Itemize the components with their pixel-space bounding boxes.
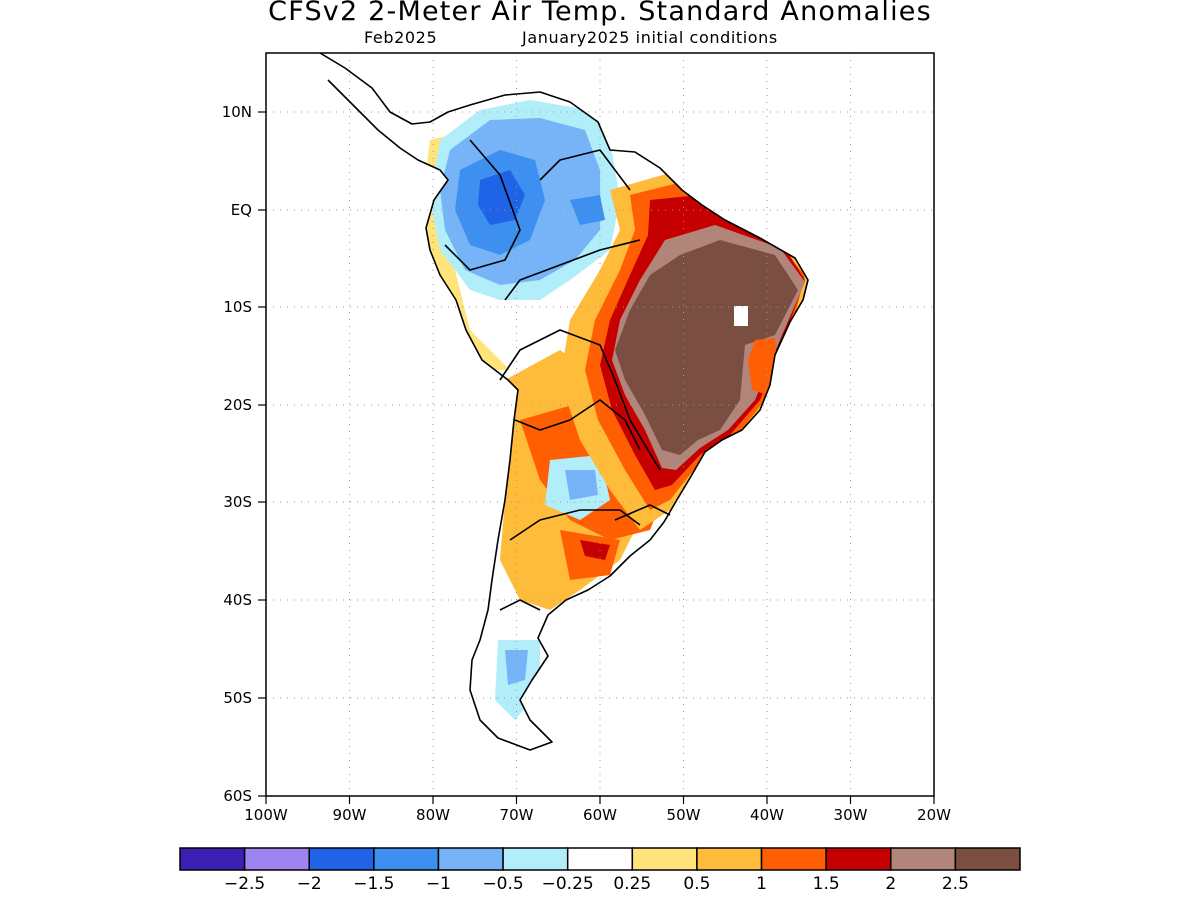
colorbar-swatch — [243, 847, 310, 871]
lat-axis-labels: 10N EQ 10S 20S 30S 40S 50S 60S — [222, 103, 252, 805]
init-conditions-label: January2025 initial conditions — [522, 28, 778, 47]
coastlines — [319, 53, 809, 751]
colorbar-swatch — [502, 847, 569, 871]
colorbar-swatch — [179, 847, 246, 871]
colorbar-swatch — [890, 847, 957, 871]
colorbar-label: −2 — [297, 874, 322, 894]
lon-tick-label: 100W — [244, 806, 288, 824]
colorbar-label: −0.25 — [542, 874, 594, 894]
lon-tick-label: 90W — [333, 806, 367, 824]
valid-month-label: Feb2025 — [364, 28, 438, 47]
gridlines — [266, 53, 934, 796]
colorbar-label: 0.5 — [683, 874, 710, 894]
colorbar-swatch — [566, 847, 634, 871]
lon-tick-label: 20W — [917, 806, 951, 824]
colorbar-label: 2.5 — [942, 874, 969, 894]
colorbar-label: −2.5 — [224, 874, 265, 894]
lon-tick-label: 50W — [667, 806, 701, 824]
colorbar-swatch — [954, 847, 1021, 871]
axis-ticks — [258, 111, 935, 804]
colorbar-swatch — [437, 847, 504, 871]
colorbar-swatch — [308, 847, 375, 871]
lon-tick-label: 30W — [834, 806, 868, 824]
colorbar: −2.5 −2 −1.5 −1 −0.5 −0.25 0.25 0.5 1 1.5 2 2.5 — [179, 847, 1021, 894]
colorbar-label: −1.5 — [353, 874, 394, 894]
colorbar-label: 1 — [756, 874, 767, 894]
colorbar-label: 1.5 — [813, 874, 840, 894]
lat-tick-label: 40S — [223, 591, 252, 609]
map-title: CFSv2 2-Meter Air Temp. Standard Anomali… — [268, 0, 932, 27]
colorbar-swatch — [760, 847, 827, 871]
lon-axis-labels: 100W 90W 80W 70W 60W 50W 40W 30W 20W — [244, 806, 951, 824]
lat-tick-label: 10S — [223, 298, 252, 316]
colorbar-swatch — [696, 847, 763, 871]
lon-tick-label: 40W — [750, 806, 784, 824]
lon-tick-label: 70W — [500, 806, 534, 824]
lon-tick-label: 60W — [583, 806, 617, 824]
lat-tick-label: 10N — [222, 103, 252, 121]
lat-tick-label: 60S — [223, 787, 252, 805]
colorbar-swatch — [825, 847, 892, 871]
lat-tick-label: 30S — [223, 493, 252, 511]
colorbar-label: 0.25 — [613, 874, 651, 894]
colorbar-label: 2 — [885, 874, 896, 894]
lon-tick-label: 80W — [416, 806, 450, 824]
lat-tick-label: 50S — [223, 689, 252, 707]
colorbar-label: −0.5 — [482, 874, 523, 894]
colorbar-swatch — [631, 847, 698, 871]
colorbar-swatch — [373, 847, 440, 871]
colorbar-label: −1 — [426, 874, 451, 894]
lat-tick-label: EQ — [231, 201, 252, 219]
lat-tick-label: 20S — [223, 396, 252, 414]
